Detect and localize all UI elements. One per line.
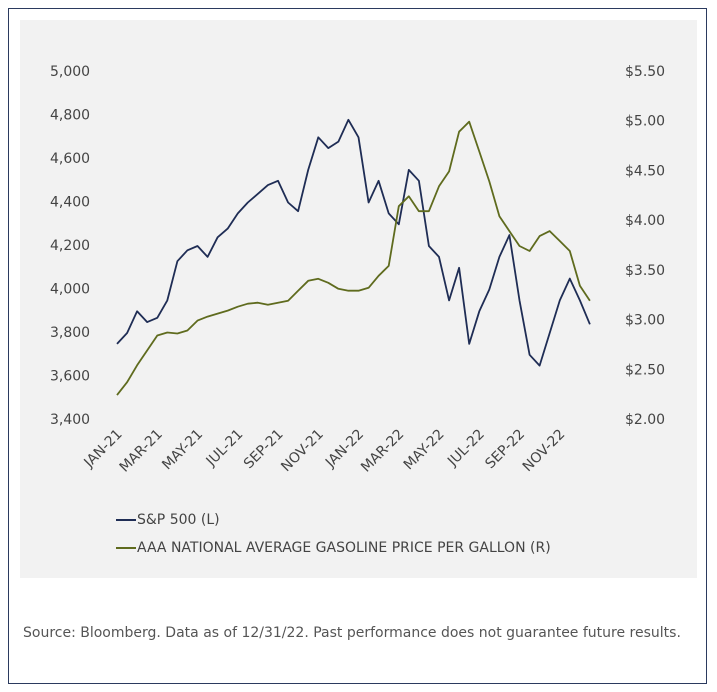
y-tick-label: 4,400 <box>50 195 90 211</box>
y-tick-label: 3,800 <box>50 325 90 341</box>
y-tick-label: 5,000 <box>50 64 90 80</box>
legend-label: S&P 500 (L) <box>137 512 220 528</box>
y2-tick-label: $4.50 <box>625 163 665 179</box>
legend-label: AAA NATIONAL AVERAGE GASOLINE PRICE PER … <box>137 540 551 556</box>
y2-tick-label: $2.50 <box>625 362 665 378</box>
y-tick-label: 4,800 <box>50 108 90 124</box>
y2-tick-label: $5.50 <box>625 64 665 80</box>
source-note: Source: Bloomberg. Data as of 12/31/22. … <box>23 625 681 641</box>
y-tick-label: 3,600 <box>50 369 90 385</box>
y-tick-label: 4,000 <box>50 282 90 298</box>
y-tick-label: 4,600 <box>50 151 90 167</box>
chart-panel <box>20 20 697 578</box>
frame <box>8 8 707 684</box>
y2-tick-label: $3.50 <box>625 263 665 279</box>
y2-tick-label: $3.00 <box>625 313 665 329</box>
y-tick-label: 4,200 <box>50 238 90 254</box>
y2-tick-label: $2.00 <box>625 412 665 428</box>
y2-tick-label: $5.00 <box>625 114 665 130</box>
y2-tick-label: $4.00 <box>625 213 665 229</box>
line-series <box>116 120 591 396</box>
line-series <box>116 118 591 367</box>
y-tick-label: 3,400 <box>50 412 90 428</box>
